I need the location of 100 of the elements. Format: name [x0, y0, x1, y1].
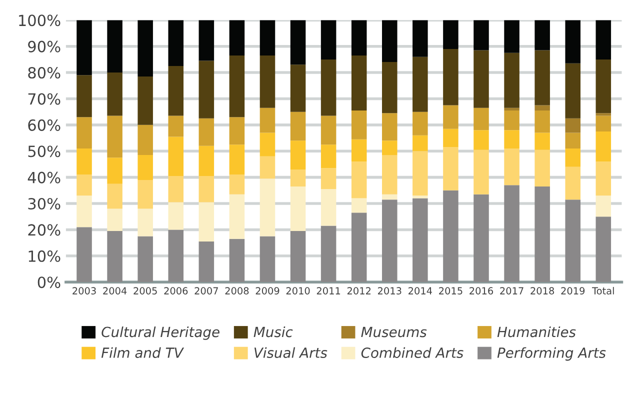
bar [565, 132, 580, 149]
bar [534, 132, 550, 150]
y-tick-label: 40% [28, 172, 60, 184]
x-tick-label: 2014 [408, 287, 432, 294]
bar [534, 150, 550, 186]
x-tick-label: 2004 [103, 287, 127, 294]
bar [351, 162, 367, 198]
bar [443, 128, 458, 148]
bar [290, 20, 306, 65]
bar [382, 140, 398, 156]
bar [534, 110, 550, 133]
bar [320, 168, 336, 190]
x-tick-label: 2009 [256, 287, 280, 294]
bar [412, 135, 428, 152]
bar [107, 208, 122, 232]
bar [76, 174, 92, 196]
x-tick-label: 2013 [378, 287, 402, 294]
bar [320, 20, 336, 60]
bar [76, 148, 92, 175]
y-tick-label: 30% [28, 198, 60, 210]
y-tick-label: 50% [28, 146, 60, 158]
bar [198, 60, 214, 118]
bar [565, 200, 580, 282]
bar [351, 56, 367, 111]
x-tick-label: 2005 [134, 287, 157, 294]
legend-label: Cultural Heritage [102, 326, 220, 340]
bar [596, 216, 612, 282]
bar [76, 20, 92, 76]
bar [351, 20, 367, 56]
bar [76, 117, 92, 149]
bar [138, 155, 153, 180]
y-tick-label: 60% [28, 119, 60, 131]
bar [198, 118, 214, 146]
bar [443, 105, 458, 129]
bar [382, 113, 398, 141]
bar [229, 194, 245, 239]
y-tick-label: 10% [28, 250, 60, 262]
bar [474, 130, 489, 150]
y-tick-label: 0% [38, 276, 60, 288]
bar [351, 212, 367, 282]
bar [565, 166, 580, 200]
bar [534, 50, 550, 106]
x-tick-label: 2003 [72, 287, 96, 294]
bar [260, 156, 276, 179]
x-tick-label: 2012 [347, 287, 370, 294]
bar [504, 148, 520, 186]
bar [229, 56, 245, 118]
bar [596, 113, 612, 116]
bar [443, 190, 458, 282]
bar [76, 75, 92, 118]
bar [565, 118, 580, 133]
y-tick-label: 70% [28, 93, 60, 105]
x-tick-label: 2008 [225, 287, 249, 294]
bar [320, 116, 336, 145]
bar [168, 20, 184, 66]
bar [107, 20, 122, 73]
bar [474, 194, 489, 282]
bar [198, 202, 214, 242]
legend-label: Film and TV [101, 347, 184, 358]
x-tick-label: 2006 [164, 287, 188, 294]
bar [565, 20, 580, 64]
bar [290, 64, 306, 112]
y-tick-label: 20% [28, 224, 60, 236]
bar [76, 196, 92, 228]
x-tick-label: 2010 [286, 287, 310, 294]
bar [229, 174, 245, 194]
bar [382, 62, 398, 114]
bar [382, 200, 398, 282]
bar [504, 52, 520, 108]
bar [107, 72, 122, 116]
bar [290, 231, 306, 282]
bar [504, 130, 520, 149]
bar [565, 148, 580, 167]
x-tick-label: 2015 [439, 287, 462, 294]
bar [351, 110, 367, 140]
bar [382, 20, 398, 62]
bar [138, 124, 153, 156]
bar [260, 132, 276, 156]
bar [412, 198, 428, 282]
bar [534, 186, 550, 282]
bar [138, 180, 153, 209]
bar [596, 162, 612, 196]
bar [168, 230, 184, 282]
bar [474, 108, 489, 130]
bar [412, 20, 428, 57]
x-tick-label: 2007 [194, 287, 218, 294]
bar [138, 76, 153, 125]
bar [596, 116, 612, 132]
bar [229, 20, 245, 56]
bar [260, 56, 276, 108]
bar [198, 242, 214, 282]
legend-label: Music [254, 326, 293, 338]
bar [382, 194, 398, 200]
legend-label: Humanities [497, 326, 576, 338]
bar [534, 105, 550, 111]
x-tick-label: 2016 [470, 287, 494, 294]
bar [596, 20, 612, 60]
bar [443, 20, 458, 49]
x-tick-label: 2017 [500, 287, 524, 294]
bar [504, 108, 520, 111]
